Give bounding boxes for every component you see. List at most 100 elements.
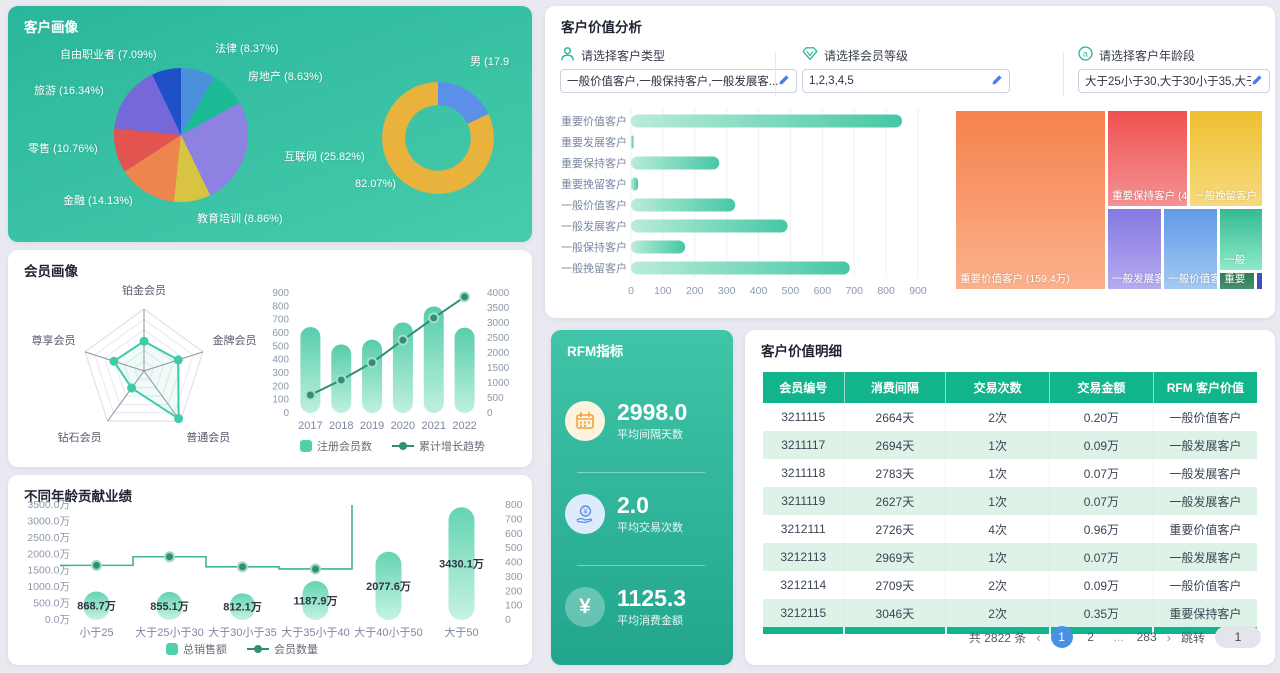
svg-text:700: 700 [845,285,863,297]
svg-text:3000.0万: 3000.0万 [27,515,70,527]
table-row: 3212115 3046天 2次 0.35万 重要保持客户 [763,599,1257,627]
svg-text:2500: 2500 [487,333,510,344]
svg-text:200: 200 [505,585,523,597]
filter-label: 请选择会员等级 [824,48,909,63]
table-footer-strip [763,627,1257,634]
divider [775,52,776,96]
svg-text:500.0万: 500.0万 [33,598,70,610]
column-header: 会员编号 [763,372,845,403]
prev-page-icon[interactable]: ‹ [1036,629,1041,645]
svg-text:800: 800 [272,301,289,312]
customer-type-input[interactable]: 一般价值客户,一般保持客户,一般发展客... [560,69,797,93]
svg-text:300: 300 [272,368,289,379]
table-header-row: 会员编号 消费间隔 交易次数 交易金额 RFM 客户价值 [763,372,1257,403]
table-cell: 2次 [945,403,1050,431]
svg-text:3000: 3000 [487,318,510,329]
table-cell: 0.96万 [1049,515,1154,543]
table-cell: 一般发展客户 [1152,459,1257,487]
customer-value-bar-chart: 0 100 200 300 400 500 600 700 800 900 重要价值客户重要发展客户… [561,108,927,297]
treemap-block: 一般价值客 [1163,207,1219,290]
legend-item-registered-members[interactable]: 注册会员数 [300,438,372,454]
table-cell: 0.07万 [1049,487,1154,515]
page-button[interactable]: 1 [1050,626,1073,648]
svg-text:2019: 2019 [360,420,384,432]
next-page-icon[interactable]: › [1166,629,1171,645]
jump-page-input[interactable]: 1 [1215,626,1261,648]
panel-rfm: RFM指标 2998.0 平均间隔天数 ¥ 2.0 平均交易次数 ¥ 1125 [551,330,733,665]
svg-text:一般挽留客户: 一般挽留客户 [561,261,627,275]
svg-text:0: 0 [283,408,289,419]
table-cell: 2969天 [843,543,946,571]
legend-item-growth-trend[interactable]: 累计增长趋势 [392,438,485,454]
svg-text:2022: 2022 [452,420,476,432]
table-cell: 2694天 [843,431,946,459]
table-cell: 3211118 [781,466,826,480]
svg-text:2021: 2021 [422,420,446,432]
svg-text:小于25: 小于25 [79,626,113,639]
filter-bar: 请选择客户类型 一般价值客户,一般保持客户,一般发展客... 请选择会员等级 [545,46,1275,102]
svg-text:800: 800 [877,285,895,297]
svg-text:1000.0万: 1000.0万 [27,581,70,593]
calendar-icon [565,401,605,441]
table-cell: 3212114 [780,578,827,592]
divider [1063,52,1064,96]
pie-slice-label: 互联网 (25.82%) [284,151,365,163]
table-row: 3212111 2726天 4次 0.96万 重要价值客户 [763,515,1257,543]
member-level-input[interactable]: 1,2,3,4,5 [802,69,1010,93]
table-row: 3211118 2783天 1次 0.07万 一般发展客户 [763,459,1257,487]
svg-text:1500: 1500 [487,363,510,374]
svg-text:3500.0万: 3500.0万 [27,499,70,511]
table-cell: 2次 [945,599,1050,627]
edit-pen-icon[interactable] [991,74,1003,89]
treemap-label: 一般发展客 [1112,272,1161,285]
table-row: 3212113 2969天 1次 0.07万 一般发展客户 [763,543,1257,571]
age-performance-chart: 0.0万 500.0万 1000.0万 1500.0万 2000.0万 2500.0万 30… [27,499,523,639]
svg-text:0.0万: 0.0万 [45,614,70,626]
table-cell: 0.07万 [1049,543,1154,571]
svg-text:重要挽留客户: 重要挽留客户 [561,177,627,191]
svg-text:500: 500 [505,542,523,554]
treemap-label: 一般价值客 [1168,272,1218,285]
table-cell: 0.35万 [1049,599,1154,627]
treemap-label: 一般 [1224,253,1246,266]
divider [577,565,705,566]
column-header: RFM 客户价值 [1152,372,1257,403]
svg-text:2000.0万: 2000.0万 [27,548,70,560]
table-cell: 0.20万 [1049,403,1154,431]
edit-pen-icon[interactable] [778,74,790,89]
gender-donut-chart [382,82,494,194]
page-numbers: 1 2... 283 [1050,626,1157,648]
column-header: 交易金额 [1049,372,1154,403]
svg-text:3430.1万: 3430.1万 [439,558,484,571]
svg-text:400: 400 [505,557,523,569]
panel-customer-value-analysis: 客户价值分析 请选择客户类型 一般价值客户,一般保持客户,一般发展客... [545,6,1275,318]
svg-text:4000: 4000 [487,288,510,299]
metric-avg-interval-days: 2998.0 平均间隔天数 [565,400,725,442]
edit-pen-icon[interactable] [1251,74,1263,89]
table-cell: 一般价值客户 [1152,571,1257,599]
svg-text:钻石会员: 钻石会员 [58,430,102,444]
divider [577,472,705,473]
filter-label: 请选择客户年龄段 [1099,48,1196,63]
metric-value: 2998.0 [617,399,688,425]
age-range-input[interactable]: 大于25小于30,大于30小于35,大于35小于... [1078,69,1270,93]
filter-value: 一般价值客户,一般保持客户,一般发展客... [567,76,778,88]
page-button[interactable]: 2 [1087,630,1094,644]
svg-text:100: 100 [505,600,523,612]
legend-item-member-count[interactable]: 会员数量 [247,641,318,657]
svg-text:812.1万: 812.1万 [223,601,262,614]
svg-text:金牌会员: 金牌会员 [212,333,256,347]
panel-title: 会员画像 [24,264,78,279]
filter-member-level: 请选择会员等级 1,2,3,4,5 [802,46,1010,93]
total-count-label: 共 2822 条 [968,630,1027,645]
treemap-block: 一般挽留客户 [1189,110,1263,207]
legend-item-total-sales[interactable]: 总销售额 [166,641,227,657]
table-cell: 3046天 [843,599,946,627]
page-button[interactable]: 283 [1136,630,1157,644]
person-icon [560,46,575,64]
table-cell: 3211117 [763,431,845,459]
pie-slice-label: 法律 (8.37%) [215,43,279,55]
metric-value: 2.0 [617,492,649,518]
svg-text:2000: 2000 [487,348,510,359]
svg-text:600: 600 [814,285,832,297]
